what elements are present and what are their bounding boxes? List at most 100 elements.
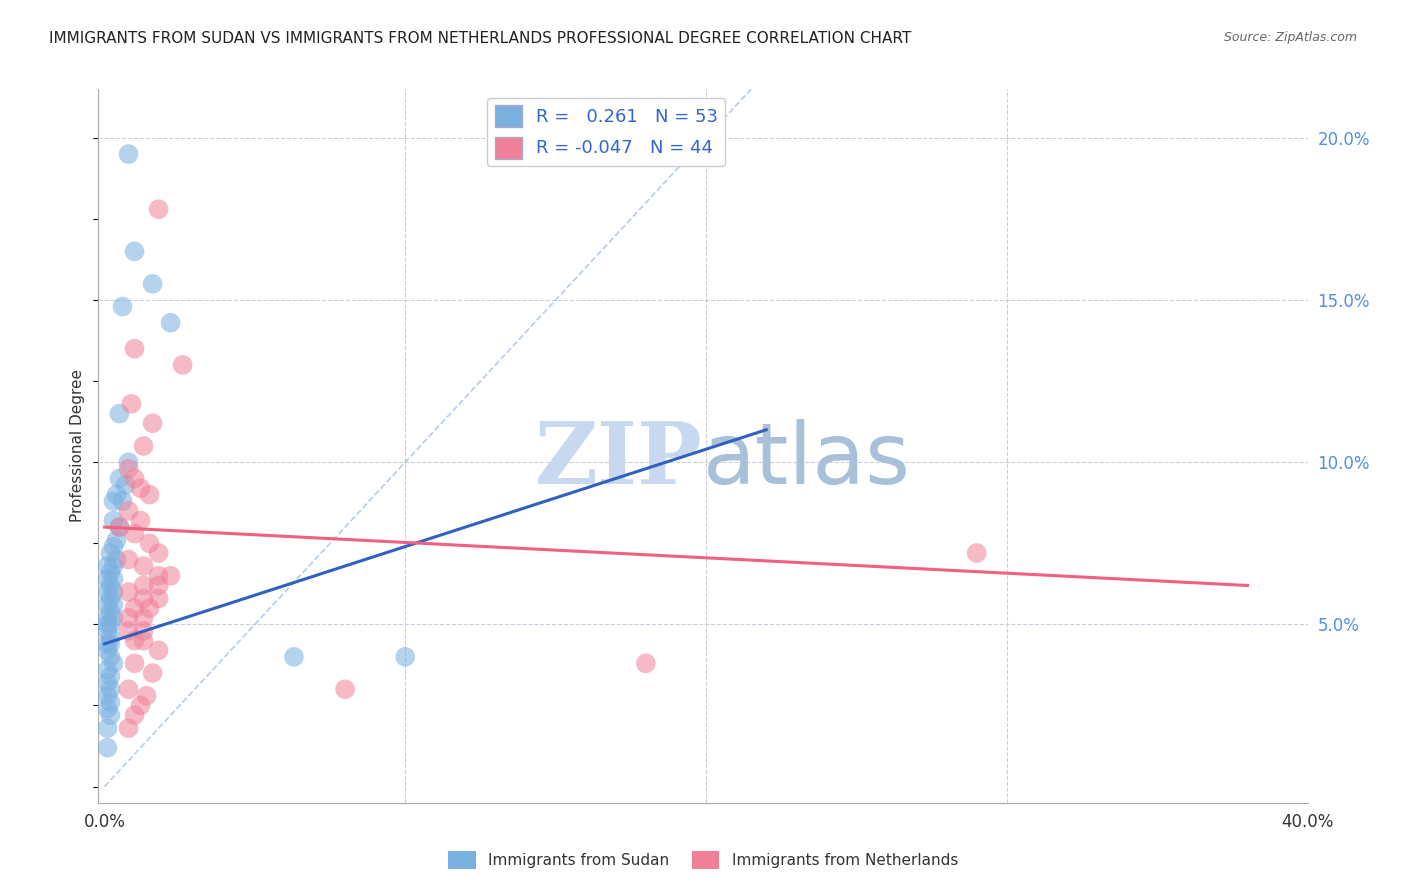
Point (103, 585, 125, 599)
Point (103, 494, 125, 508)
Point (138, 488, 160, 502)
Text: Source: ZipAtlas.com: Source: ZipAtlas.com (1223, 31, 1357, 45)
Point (132, 611, 155, 625)
Point (111, 494, 134, 508)
Point (634, 657, 657, 671)
Point (96, 637, 118, 651)
Point (103, 657, 125, 671)
Point (121, 397, 143, 411)
Point (172, 358, 194, 372)
Point (100, 637, 122, 651)
Point (96, 663, 118, 677)
Point (117, 611, 139, 625)
Point (117, 552, 139, 566)
Point (124, 471, 146, 485)
Point (132, 559, 155, 574)
Point (283, 649, 305, 664)
Point (96, 611, 118, 625)
Point (100, 669, 122, 683)
Point (394, 649, 416, 664)
Point (108, 407, 131, 421)
Y-axis label: Professional Degree: Professional Degree (70, 369, 86, 523)
Point (138, 601, 160, 615)
Point (124, 244, 146, 259)
Point (103, 559, 125, 574)
Point (148, 591, 170, 606)
Point (142, 666, 165, 681)
Point (124, 601, 146, 615)
Point (100, 631, 122, 645)
Point (142, 277, 165, 291)
Point (148, 568, 170, 582)
Point (100, 695, 122, 709)
Point (132, 633, 155, 648)
Point (96, 585, 118, 599)
Point (333, 682, 356, 697)
Point (138, 536, 160, 550)
Point (117, 624, 139, 638)
Point (142, 417, 165, 431)
Point (132, 591, 155, 606)
Point (129, 481, 152, 495)
Point (159, 568, 181, 582)
Point (117, 585, 139, 599)
Point (96, 624, 118, 638)
Point (132, 624, 155, 638)
Point (105, 533, 128, 547)
Point (108, 471, 131, 485)
Point (100, 604, 122, 618)
Point (117, 721, 139, 735)
Point (117, 455, 139, 469)
Point (117, 504, 139, 518)
Point (103, 598, 125, 612)
Point (124, 657, 146, 671)
Point (124, 708, 146, 723)
Point (100, 566, 122, 580)
Point (117, 461, 139, 475)
Legend: R =   0.261   N = 53, R = -0.047   N = 44: R = 0.261 N = 53, R = -0.047 N = 44 (488, 98, 725, 166)
Point (111, 300, 134, 314)
Point (148, 202, 170, 217)
Legend: Immigrants from Sudan, Immigrants from Netherlands: Immigrants from Sudan, Immigrants from N… (441, 845, 965, 875)
Point (108, 520, 131, 534)
Point (96, 675, 118, 690)
Point (966, 546, 988, 560)
Text: ZIP: ZIP (536, 418, 703, 502)
Point (96, 702, 118, 716)
Point (100, 617, 122, 632)
Point (114, 478, 136, 492)
Point (124, 342, 146, 356)
Point (96, 740, 118, 755)
Point (135, 689, 157, 703)
Point (132, 578, 155, 592)
Point (129, 698, 152, 713)
Point (159, 316, 181, 330)
Point (148, 546, 170, 560)
Point (132, 439, 155, 453)
Point (117, 147, 139, 161)
Point (100, 591, 122, 606)
Point (96, 721, 118, 735)
Point (100, 682, 122, 697)
Point (96, 598, 118, 612)
Point (124, 633, 146, 648)
Text: atlas: atlas (703, 418, 911, 502)
Point (100, 649, 122, 664)
Point (103, 611, 125, 625)
Point (100, 546, 122, 560)
Point (100, 578, 122, 592)
Point (103, 572, 125, 586)
Point (108, 520, 131, 534)
Point (129, 514, 152, 528)
Point (103, 514, 125, 528)
Point (148, 578, 170, 592)
Text: IMMIGRANTS FROM SUDAN VS IMMIGRANTS FROM NETHERLANDS PROFESSIONAL DEGREE CORRELA: IMMIGRANTS FROM SUDAN VS IMMIGRANTS FROM… (49, 31, 911, 46)
Point (96, 689, 118, 703)
Point (96, 617, 118, 632)
Point (117, 682, 139, 697)
Point (124, 526, 146, 541)
Point (105, 552, 128, 566)
Point (96, 559, 118, 574)
Point (96, 643, 118, 657)
Point (105, 488, 128, 502)
